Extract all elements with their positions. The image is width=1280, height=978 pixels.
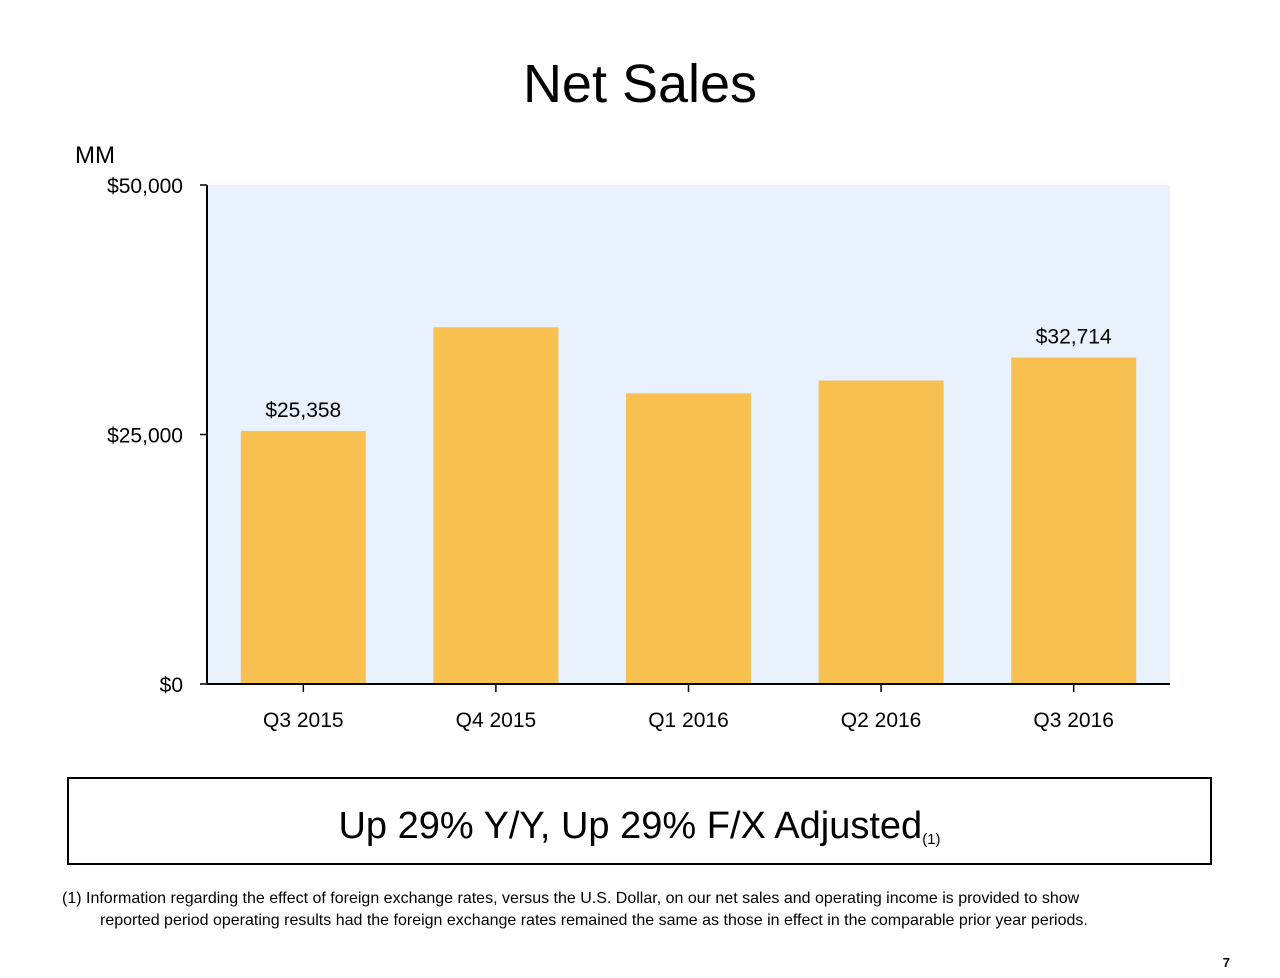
bar-q1-2016 bbox=[626, 393, 751, 684]
bar-q2-2016 bbox=[818, 380, 944, 684]
chart-title: Net Sales bbox=[522, 54, 758, 114]
bar-data-label: $25,358 bbox=[265, 399, 341, 422]
footnote-line-1: (1) Information regarding the effect of … bbox=[62, 890, 1080, 907]
page-number: 7 bbox=[1222, 955, 1230, 970]
net-sales-bar-chart: MM $25,358 $32,714 $0 $25,000 $50,000 Q3 20… bbox=[75, 142, 1170, 732]
headline-main: Up 29% Y/Y, Up 29% F/X Adjusted bbox=[338, 804, 923, 847]
bar-q4-2015 bbox=[433, 327, 559, 684]
x-tick-label: Q3 2015 bbox=[263, 709, 344, 732]
footnote: (1) Information regarding the effect of … bbox=[62, 888, 1252, 932]
y-axis-unit-label: MM bbox=[75, 142, 115, 169]
bar-data-label: $32,714 bbox=[1036, 326, 1112, 349]
x-tick-label: Q2 2016 bbox=[841, 709, 922, 732]
x-tick-label: Q4 2015 bbox=[456, 709, 537, 732]
footnote-line-2: reported period operating results had th… bbox=[100, 912, 1088, 929]
bar-q3-2016 bbox=[1011, 357, 1137, 684]
headline-footnote-marker: (1) bbox=[922, 830, 941, 848]
y-axis-ticks: $0 $25,000 $50,000 bbox=[107, 175, 207, 697]
y-tick-label: $50,000 bbox=[107, 175, 183, 198]
headline-text: Up 29% Y/Y, Up 29% F/X Adjusted(1) bbox=[338, 795, 940, 848]
x-axis-ticks: Q3 2015 Q4 2015 Q1 2016 Q2 2016 Q3 2016 bbox=[263, 684, 1114, 732]
bar-q3-2015 bbox=[240, 430, 366, 684]
headline-box: Up 29% Y/Y, Up 29% F/X Adjusted(1) bbox=[67, 777, 1212, 865]
data-labels-group: $25,358 $32,714 bbox=[265, 326, 1112, 422]
bars-group bbox=[240, 327, 1137, 684]
x-tick-label: Q3 2016 bbox=[1033, 709, 1114, 732]
y-tick-label: $0 bbox=[160, 674, 183, 697]
y-tick-label: $25,000 bbox=[107, 425, 183, 448]
x-tick-label: Q1 2016 bbox=[648, 709, 729, 732]
